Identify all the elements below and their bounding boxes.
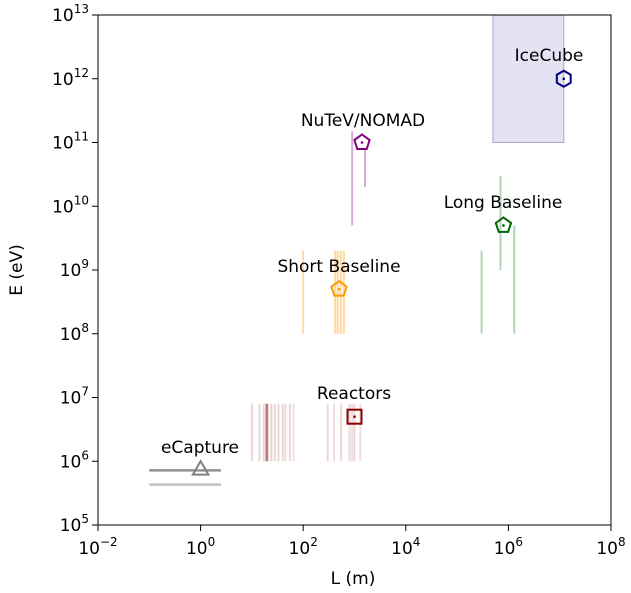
y-axis-ticks: 105 106 107 108 109 1010 1011 1012 1013 — [52, 2, 98, 536]
x-tick-label-4: 106 — [494, 535, 523, 559]
y-tick-label-6: 1011 — [52, 130, 89, 154]
label-short-baseline: Short Baseline — [277, 257, 400, 277]
marker-short-baseline — [330, 279, 348, 297]
x-tick-label-2: 102 — [289, 535, 318, 559]
region-layer — [492, 14, 565, 143]
y-tick-label-3: 108 — [60, 321, 89, 345]
marker-dot-short-baseline — [337, 287, 341, 291]
label-reactors: Reactors — [317, 384, 391, 404]
x-tick-label-0: 10−2 — [78, 535, 117, 559]
y-axis-label: E (eV) — [7, 244, 27, 296]
label-long-baseline: Long Baseline — [444, 193, 563, 213]
x-tick-label-5: 108 — [596, 535, 625, 559]
y-tick-label-0: 105 — [60, 512, 89, 536]
x-tick-label-3: 104 — [391, 535, 420, 559]
marker-icecube — [555, 69, 572, 88]
marker-long-baseline — [494, 216, 513, 233]
label-nutev-nomad: NuTeV/NOMAD — [301, 111, 425, 131]
y-tick-label-1: 106 — [60, 448, 89, 472]
marker-dot-reactors — [353, 415, 356, 418]
label-ecapture: eCapture — [161, 438, 239, 458]
y-tick-label-2: 107 — [60, 385, 89, 409]
label-icecube: IceCube — [515, 46, 584, 66]
marker-dot-nutev-nomad — [360, 141, 364, 144]
x-tick-label-1: 100 — [186, 535, 215, 559]
marker-nutev-nomad — [353, 133, 371, 150]
markers-layer — [191, 69, 572, 476]
y-tick-label-8: 1013 — [52, 2, 89, 26]
y-tick-label-4: 109 — [60, 257, 89, 281]
y-tick-label-5: 1010 — [52, 193, 89, 217]
marker-dot-icecube — [562, 77, 566, 81]
x-axis-label: L (m) — [331, 569, 376, 589]
marker-reactors — [346, 408, 363, 425]
lines-layer — [149, 131, 516, 486]
marker-dot-long-baseline — [502, 224, 505, 227]
marker-ecapture — [191, 459, 211, 476]
icecube-region — [492, 14, 565, 143]
y-tick-label-7: 1012 — [52, 66, 89, 90]
x-axis-ticks: 10−2 100 102 104 106 108 — [78, 525, 626, 559]
